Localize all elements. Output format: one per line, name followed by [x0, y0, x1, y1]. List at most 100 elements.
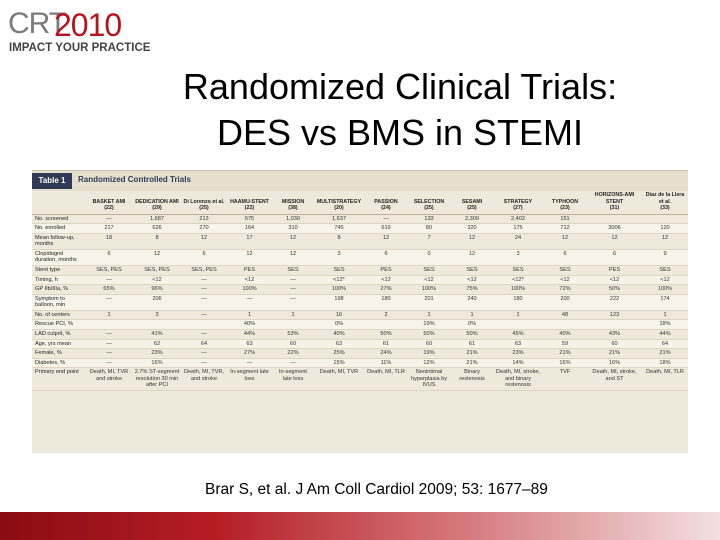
- trial-reference: (29): [152, 205, 162, 212]
- row-label: Timing, h: [32, 275, 86, 286]
- table-cell: <12: [543, 275, 587, 286]
- table-cell: 18%: [642, 358, 688, 369]
- table-header-cell: BASKET AMI (22): [86, 191, 132, 215]
- table-cell: 626: [132, 223, 182, 234]
- table-cell: —: [226, 358, 273, 369]
- table-cell: 12: [226, 249, 273, 266]
- table-cell: 16%: [132, 358, 182, 369]
- table-cell: 2,402: [493, 214, 543, 225]
- table-cell: 12: [642, 233, 688, 250]
- table-cell: 25%: [313, 348, 365, 359]
- table-cell: 3: [132, 310, 182, 321]
- trial-name: MISSION: [281, 198, 305, 205]
- table-cell: 100%: [313, 284, 365, 295]
- row-label: No. of centers: [32, 310, 86, 321]
- table-cell: 15%: [313, 358, 365, 369]
- table-cell: 1: [642, 310, 688, 321]
- table-cell: 44%: [642, 329, 688, 340]
- table-cell: 120: [642, 223, 688, 234]
- bottom-accent-bar: [0, 512, 720, 540]
- table-cell: 80: [407, 223, 451, 234]
- table-header-cell: Di Lorenzo et al. (25): [182, 191, 226, 215]
- table-cell: 206: [132, 294, 182, 311]
- table-cell: 217: [86, 223, 132, 234]
- table-cell: 64: [182, 339, 226, 350]
- table-header-cell: SELECTION (25): [407, 191, 451, 215]
- trial-name: SESAMI: [461, 198, 483, 205]
- slide-title-line-2: DES vs BMS in STEMI: [216, 112, 584, 153]
- trial-reference: (27): [513, 205, 523, 212]
- table-cell: 12: [451, 249, 493, 266]
- table-cell: <12: [365, 275, 407, 286]
- table-cell: 712: [543, 223, 587, 234]
- table-cell: <12*: [313, 275, 365, 286]
- trial-reference: (25): [199, 205, 209, 212]
- table-cell: 745: [313, 223, 365, 234]
- table-cell: Death, MI, TLR: [642, 367, 688, 391]
- table-cell: <12*: [493, 275, 543, 286]
- table-cell: SES: [313, 265, 365, 276]
- trial-reference: (25): [424, 205, 434, 212]
- logo-crt-text: CRT: [8, 7, 67, 40]
- table-cell: 40%: [313, 329, 365, 340]
- table-cell: 41%: [132, 329, 182, 340]
- trial-name: STRATEGY: [503, 198, 533, 205]
- table-cell: <12: [132, 275, 182, 286]
- table-cell: 175: [493, 223, 543, 234]
- table-cell: <12: [407, 275, 451, 286]
- table-cell: SES, PES: [86, 265, 132, 276]
- table-cell: —: [182, 348, 226, 359]
- table-cell: 53%: [273, 329, 313, 340]
- table-cell: 61: [451, 339, 493, 350]
- table-cell: 16%: [587, 358, 642, 369]
- table-cell: 6: [543, 249, 587, 266]
- table-cell: —: [182, 310, 226, 321]
- table-cell: 164: [226, 223, 273, 234]
- table-row: Symptom to balloon, min —206— — —198 180 201 2…: [32, 294, 688, 311]
- table-cell: In-segment late loss: [273, 367, 313, 391]
- table-cell: 23%: [132, 348, 182, 359]
- table-cell: PES: [365, 265, 407, 276]
- table-cell: In-segment late loss: [226, 367, 273, 391]
- table-cell: 6: [86, 249, 132, 266]
- table-row: GP IIb/IIIa, % 65% 96% —100% —100% 27% 100% 75%…: [32, 284, 688, 295]
- table-row: Stent type SES, PES SES, PES SES, PES PES SES…: [32, 265, 688, 276]
- table-cell: 23%: [493, 348, 543, 359]
- table-cell: —: [182, 284, 226, 295]
- table-cell: 50%: [407, 329, 451, 340]
- trial-name: Diaz de la Llera et al.: [645, 192, 685, 205]
- table-cell: 21%: [642, 348, 688, 359]
- table-row: No. of centers 1 3—1 1 16 2 1 1 1 48 123 1: [32, 310, 688, 321]
- table-cell: 65%: [86, 284, 132, 295]
- table-cell: 1,687: [132, 214, 182, 225]
- row-label: No. screened: [32, 214, 86, 225]
- table-cell: 100%: [407, 284, 451, 295]
- table-cell: 1: [451, 310, 493, 321]
- slide-title-line-1: Randomized Clinical Trials:: [182, 66, 618, 107]
- table-cell: 222: [587, 294, 642, 311]
- row-label: Rescue PCI, %: [32, 319, 86, 330]
- row-label: Female, %: [32, 348, 86, 359]
- table-cell: Death, MI, TLR: [365, 367, 407, 391]
- table-cell: 21%: [587, 348, 642, 359]
- table-cell: Death, MI, stroke, and binary restenosis: [493, 367, 543, 391]
- table-cell: 45%: [493, 329, 543, 340]
- table-cell: 63: [226, 339, 273, 350]
- trial-name: BASKET AMI: [92, 198, 126, 205]
- table-cell: —: [273, 294, 313, 311]
- table-column-headers: BASKET AMI (22) DEDICATION AMI (29) Di Loren…: [32, 191, 688, 215]
- table-cell: 2,309: [451, 214, 493, 225]
- trial-name: MULTISTRATEGY: [316, 198, 362, 205]
- trial-reference: (38): [288, 205, 298, 212]
- trial-name: TYPHOON: [551, 198, 579, 205]
- table-row: No. enrolled 217 626 270 164 310 745 619 80 320 17…: [32, 223, 688, 234]
- table-cell: SES: [493, 265, 543, 276]
- trial-reference: (23): [560, 205, 570, 212]
- table-cell: <12: [451, 275, 493, 286]
- table-cell: TVF: [543, 367, 587, 391]
- table-header-bar: Table 1 Randomized Controlled Trials: [32, 171, 688, 191]
- table-cell: SES: [407, 265, 451, 276]
- table-cell: —: [86, 275, 132, 286]
- row-label: Symptom to balloon, min: [32, 294, 86, 311]
- table-cell: —: [86, 329, 132, 340]
